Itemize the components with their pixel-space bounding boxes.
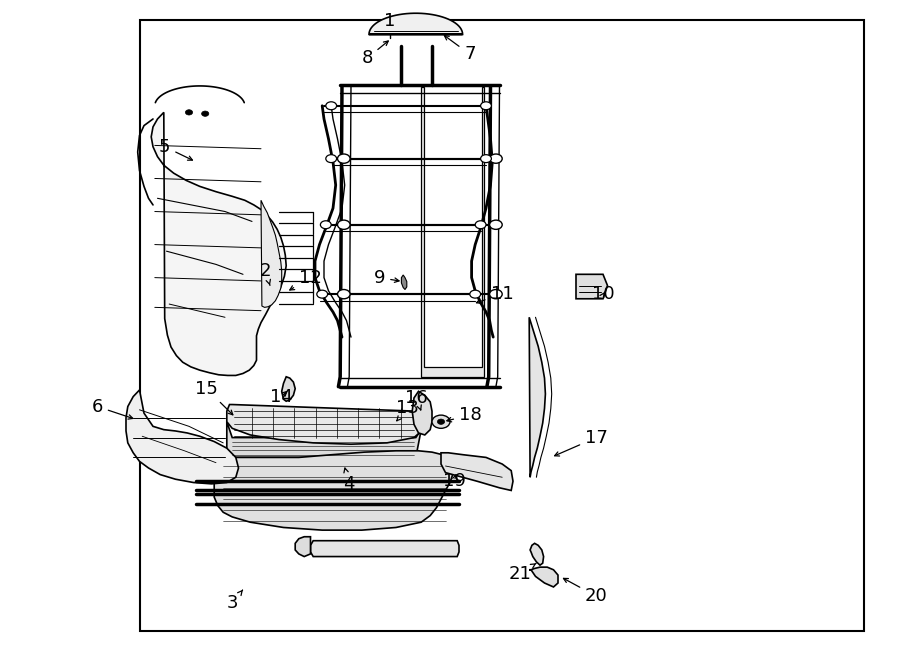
Circle shape (317, 290, 328, 298)
Circle shape (185, 110, 193, 115)
Circle shape (320, 221, 331, 229)
Circle shape (481, 102, 491, 110)
Text: 19: 19 (443, 472, 465, 490)
Circle shape (475, 221, 486, 229)
Polygon shape (401, 275, 407, 290)
Text: 11: 11 (476, 285, 513, 303)
Text: 15: 15 (195, 379, 233, 415)
Text: 6: 6 (92, 397, 133, 419)
Text: 16: 16 (405, 389, 428, 410)
Circle shape (326, 155, 337, 163)
Polygon shape (576, 274, 608, 299)
Polygon shape (441, 453, 513, 490)
Text: 3: 3 (227, 590, 243, 612)
Polygon shape (261, 200, 282, 307)
Circle shape (470, 290, 481, 298)
Text: 1: 1 (384, 12, 395, 30)
Polygon shape (369, 13, 463, 34)
Text: 20: 20 (563, 578, 608, 605)
Text: 13: 13 (396, 399, 418, 421)
Circle shape (326, 102, 337, 110)
Polygon shape (529, 567, 558, 587)
Circle shape (338, 220, 350, 229)
Polygon shape (227, 405, 423, 444)
Polygon shape (412, 391, 432, 435)
Circle shape (338, 290, 350, 299)
Circle shape (437, 419, 445, 424)
Text: 14: 14 (270, 387, 292, 406)
Polygon shape (310, 541, 459, 557)
Text: 8: 8 (362, 41, 388, 67)
Circle shape (490, 220, 502, 229)
Circle shape (202, 111, 209, 116)
Circle shape (481, 155, 491, 163)
Text: 2: 2 (260, 262, 271, 286)
Text: 17: 17 (554, 428, 608, 456)
Text: 9: 9 (374, 268, 399, 287)
Text: 7: 7 (445, 36, 475, 63)
Polygon shape (151, 112, 286, 375)
Text: 4: 4 (344, 468, 355, 493)
Polygon shape (214, 451, 453, 530)
Circle shape (432, 415, 450, 428)
Polygon shape (126, 390, 238, 484)
Bar (140, 20, 864, 631)
Polygon shape (529, 317, 545, 477)
Polygon shape (530, 543, 544, 565)
Text: 21: 21 (508, 563, 536, 583)
Text: 10: 10 (592, 285, 615, 303)
Polygon shape (227, 422, 421, 457)
Polygon shape (421, 87, 484, 377)
Circle shape (490, 290, 502, 299)
Polygon shape (282, 377, 295, 401)
Circle shape (490, 154, 502, 163)
Text: 18: 18 (447, 406, 482, 424)
Text: 5: 5 (159, 137, 193, 160)
Polygon shape (295, 537, 310, 557)
Circle shape (338, 154, 350, 163)
Text: 12: 12 (290, 268, 321, 290)
